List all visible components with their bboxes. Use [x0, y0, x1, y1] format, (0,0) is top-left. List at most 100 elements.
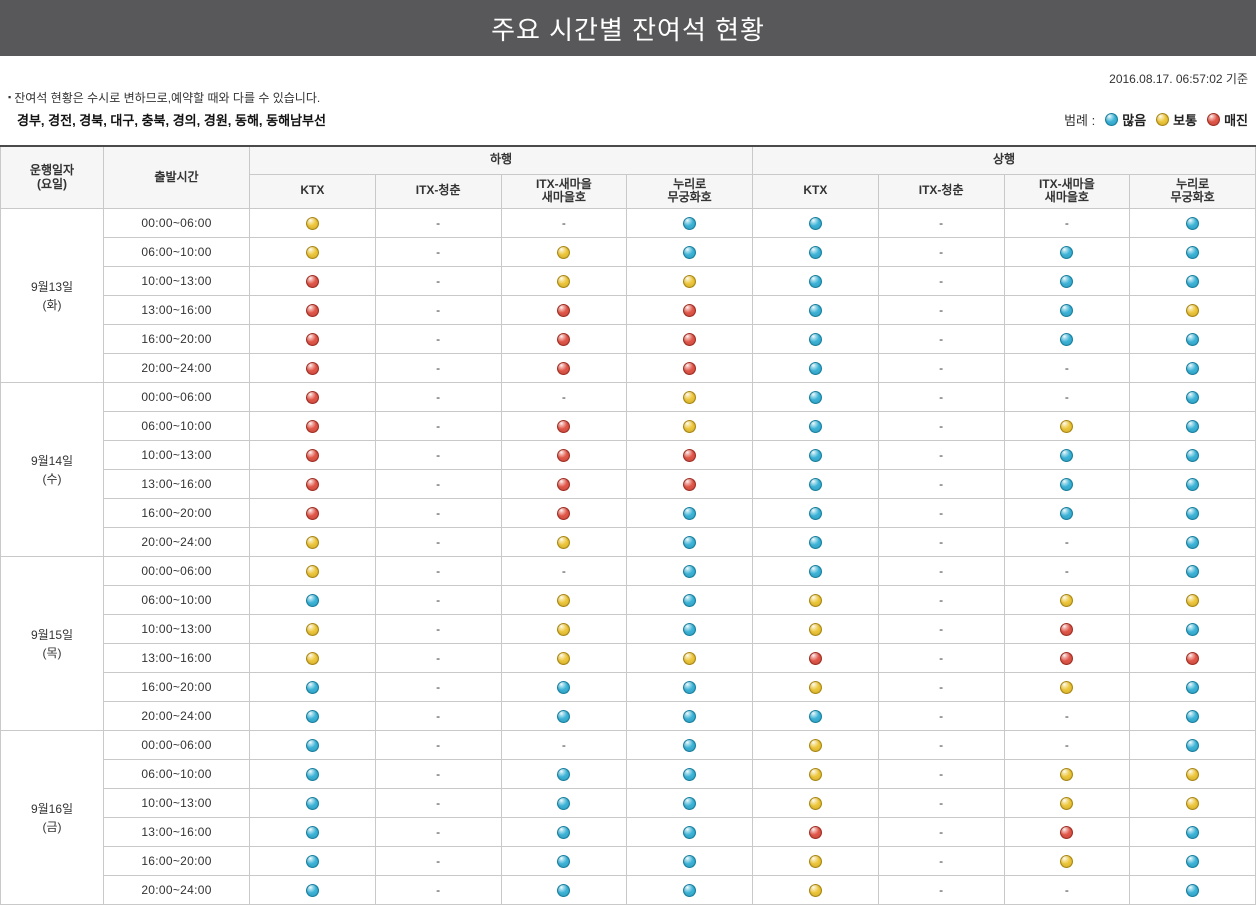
availability-cell	[249, 585, 376, 616]
availability-cell	[626, 556, 753, 587]
soldout-status-icon	[557, 420, 571, 434]
availability-cell: -	[374, 759, 502, 790]
availability-cell	[626, 353, 753, 384]
col-header-train: ITX-청춘	[877, 173, 1005, 210]
table-row: 16:00~20:00 - -	[1, 324, 1256, 355]
many-status-icon	[1060, 275, 1074, 289]
availability-cell: -	[877, 208, 1005, 239]
many-status-icon	[1186, 681, 1200, 695]
soldout-status-icon	[683, 362, 697, 376]
normal-status-icon	[808, 623, 822, 637]
many-status-icon	[1060, 507, 1074, 521]
soldout-status-icon	[557, 362, 571, 376]
many-status-icon	[683, 217, 697, 231]
availability-cell	[500, 643, 628, 674]
availability-cell: -	[877, 324, 1005, 355]
legend-item-label: 매진	[1224, 113, 1248, 128]
col-header-train: ITX-새마을 새마을호	[1003, 173, 1131, 210]
availability-cell: -	[1003, 730, 1131, 761]
availability-cell	[500, 585, 628, 616]
legend-item-many: 많음	[1105, 110, 1146, 129]
availability-cell: -	[500, 382, 628, 413]
availability-cell	[1003, 237, 1131, 268]
availability-cell	[249, 875, 376, 905]
many-status-icon	[305, 826, 319, 840]
availability-cell	[752, 846, 879, 877]
many-status-icon	[808, 391, 822, 405]
availability-cell	[249, 440, 376, 471]
availability-cell	[1129, 817, 1256, 848]
normal-status-icon	[305, 623, 319, 637]
many-status-icon	[1186, 623, 1200, 637]
availability-cell: -	[374, 556, 502, 587]
availability-cell: -	[374, 875, 502, 905]
availability-cell: -	[877, 411, 1005, 442]
availability-cell	[752, 759, 879, 790]
many-status-icon	[1186, 217, 1200, 231]
many-status-icon	[1186, 420, 1200, 434]
soldout-status-icon	[1060, 652, 1074, 666]
normal-status-icon	[1186, 797, 1200, 811]
many-status-icon	[557, 855, 571, 869]
availability-cell: -	[1003, 875, 1131, 905]
availability-cell	[1129, 295, 1256, 326]
availability-cell: -	[374, 237, 502, 268]
time-cell: 16:00~20:00	[103, 672, 250, 703]
soldout-status-icon	[1060, 826, 1074, 840]
normal-status-icon	[683, 420, 697, 434]
many-status-icon	[808, 304, 822, 318]
many-status-icon	[683, 855, 697, 869]
availability-cell	[1129, 556, 1256, 587]
normal-status-icon	[557, 246, 571, 260]
meta-row: ▪ 잔여석 현황은 수시로 변하므로,예약할 때와 다를 수 있습니다. 경부, …	[0, 87, 1256, 139]
availability-cell	[752, 556, 879, 587]
many-status-icon	[1186, 565, 1200, 579]
availability-cell	[1003, 759, 1131, 790]
time-cell: 20:00~24:00	[103, 701, 250, 732]
many-status-icon	[1105, 113, 1119, 126]
col-header-train: KTX	[752, 173, 879, 210]
many-status-icon	[557, 710, 571, 724]
availability-table-body: 9월13일 (화) 00:00~06:00- - - -06:00~10:00- -10:0…	[0, 208, 1256, 905]
availability-cell: -	[877, 817, 1005, 848]
availability-cell: -	[374, 730, 502, 761]
availability-cell	[752, 701, 879, 732]
time-cell: 10:00~13:00	[103, 266, 250, 297]
availability-cell	[1003, 411, 1131, 442]
soldout-status-icon	[1060, 623, 1074, 637]
time-cell: 10:00~13:00	[103, 614, 250, 645]
availability-cell: -	[877, 295, 1005, 326]
many-status-icon	[808, 565, 822, 579]
availability-cell	[500, 875, 628, 905]
availability-cell	[626, 469, 753, 500]
many-status-icon	[1186, 246, 1200, 260]
table-row: 9월13일 (화) 00:00~06:00- - - -	[0, 208, 1256, 384]
availability-cell	[249, 730, 376, 761]
availability-cell	[626, 701, 753, 732]
many-status-icon	[808, 536, 822, 550]
table-row: 06:00~10:00 - -	[1, 237, 1256, 268]
availability-cell	[500, 759, 628, 790]
soldout-status-icon	[305, 507, 319, 521]
soldout-status-icon	[683, 449, 697, 463]
soldout-status-icon	[683, 304, 697, 318]
availability-cell: -	[374, 527, 502, 558]
soldout-status-icon	[557, 478, 571, 492]
many-status-icon	[808, 449, 822, 463]
availability-cell	[626, 846, 753, 877]
availability-cell: -	[374, 788, 502, 819]
soldout-status-icon	[305, 304, 319, 318]
table-row: 16:00~20:00 - -	[1, 498, 1256, 529]
normal-status-icon	[683, 391, 697, 405]
many-status-icon	[1060, 449, 1074, 463]
many-status-icon	[808, 246, 822, 260]
many-status-icon	[1186, 333, 1200, 347]
normal-status-icon	[1060, 855, 1074, 869]
availability-cell	[752, 324, 879, 355]
page-title: 주요 시간별 잔여석 현황	[491, 14, 765, 45]
many-status-icon	[557, 826, 571, 840]
time-cell: 13:00~16:00	[103, 817, 250, 848]
table-row: 20:00~24:00- - -	[1, 875, 1256, 905]
availability-cell: -	[374, 324, 502, 355]
availability-cell: -	[374, 411, 502, 442]
